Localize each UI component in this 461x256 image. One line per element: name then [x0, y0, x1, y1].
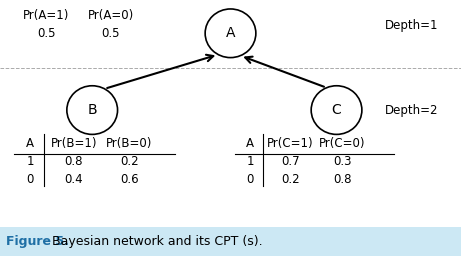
FancyBboxPatch shape — [0, 227, 461, 256]
Text: Depth=1: Depth=1 — [384, 19, 438, 32]
Text: 0.5: 0.5 — [37, 27, 55, 40]
Text: 0.5: 0.5 — [101, 27, 120, 40]
Text: Pr(B=0): Pr(B=0) — [106, 137, 152, 150]
Text: A: A — [226, 26, 235, 40]
Text: C: C — [331, 103, 342, 117]
Text: 0: 0 — [247, 173, 254, 186]
Text: Pr(B=1): Pr(B=1) — [51, 137, 97, 150]
Text: 1: 1 — [246, 155, 254, 168]
Ellipse shape — [205, 9, 256, 58]
Text: 0.2: 0.2 — [120, 155, 138, 168]
Text: 0.2: 0.2 — [281, 173, 300, 186]
Text: 0.7: 0.7 — [281, 155, 300, 168]
Text: 0: 0 — [26, 173, 34, 186]
Text: Bayesian network and its CPT (s).: Bayesian network and its CPT (s). — [48, 235, 263, 248]
Text: 0.3: 0.3 — [333, 155, 352, 168]
Text: Pr(C=0): Pr(C=0) — [319, 137, 366, 150]
Text: 0.8: 0.8 — [65, 155, 83, 168]
Text: Depth=2: Depth=2 — [384, 104, 438, 116]
Text: B: B — [88, 103, 97, 117]
Text: 0.8: 0.8 — [333, 173, 352, 186]
Text: A: A — [26, 137, 34, 150]
Ellipse shape — [67, 86, 118, 134]
Text: 0.6: 0.6 — [120, 173, 138, 186]
Text: Pr(A=0): Pr(A=0) — [88, 9, 134, 22]
Ellipse shape — [311, 86, 362, 134]
Text: 0.4: 0.4 — [65, 173, 83, 186]
Text: 1: 1 — [26, 155, 34, 168]
Text: A: A — [246, 137, 254, 150]
Text: Pr(A=1): Pr(A=1) — [23, 9, 69, 22]
Text: Pr(C=1): Pr(C=1) — [267, 137, 314, 150]
Text: Figure 5.: Figure 5. — [6, 235, 68, 248]
